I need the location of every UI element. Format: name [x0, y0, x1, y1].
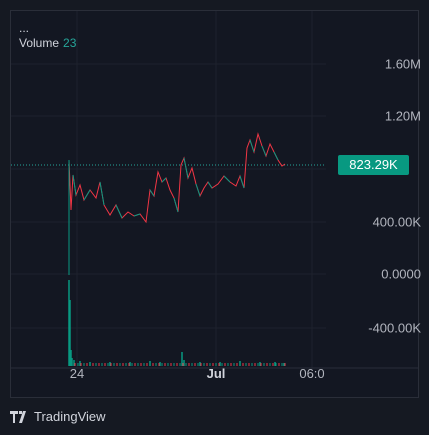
price-chart[interactable] [0, 0, 429, 400]
price-up-segment [223, 175, 231, 183]
price-up-segment [173, 197, 179, 213]
price-up-segment [149, 189, 155, 197]
price-up-segment [195, 183, 201, 197]
tradingview-logo[interactable]: TradingView [10, 409, 106, 424]
last-price-badge: 823.29K [338, 155, 409, 175]
time-label-jul: Jul [206, 366, 226, 381]
price-up-segment [249, 139, 255, 153]
price-label-neg-400k: -400.00K [368, 320, 421, 336]
price-up-segment [261, 145, 267, 157]
price-series-line [68, 132, 286, 275]
price-up-segment [99, 181, 105, 206]
volume-value: 23 [63, 36, 77, 50]
price-up-segment [83, 189, 91, 201]
price-label-1-60m: 1.60M [384, 56, 421, 72]
tradingview-icon [10, 410, 26, 423]
price-up-segment [133, 213, 141, 217]
price-up-segment [273, 151, 279, 161]
price-up-segment [161, 177, 167, 183]
price-up-segment [207, 181, 213, 189]
legend-ellipsis[interactable]: ... [19, 21, 30, 35]
price-up-segment [183, 157, 189, 179]
brand-name: TradingView [34, 409, 106, 424]
time-label-06: 06:0 [299, 366, 325, 381]
price-up-segment [72, 174, 77, 196]
price-label-400k: 400.00K [372, 214, 421, 230]
price-up-segment [239, 175, 245, 189]
time-label-24: 24 [69, 366, 85, 381]
price-up-segment [115, 204, 123, 219]
chart-frame[interactable]: ... Volume 23 [10, 10, 419, 398]
volume-label: Volume [19, 36, 60, 50]
series-legend: ... Volume 23 [19, 21, 76, 51]
price-label-1-20m: 1.20M [384, 108, 421, 124]
price-label-zero: 0.0000 [381, 266, 421, 282]
